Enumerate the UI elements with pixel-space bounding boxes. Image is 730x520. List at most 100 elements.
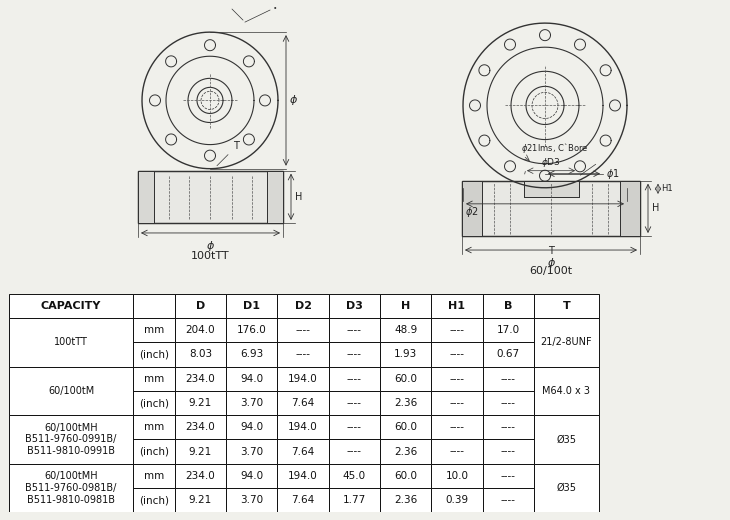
Text: Ø35: Ø35	[556, 483, 576, 493]
Bar	[134, 294, 174, 318]
Text: (inch): (inch)	[139, 398, 169, 408]
Text: 234.0: 234.0	[185, 422, 215, 432]
Bar	[328, 488, 380, 512]
Text: D2: D2	[294, 301, 312, 311]
Text: ----: ----	[501, 398, 515, 408]
Text: 234.0: 234.0	[185, 471, 215, 481]
Bar	[462, 181, 640, 236]
Text: $\phi$: $\phi$	[206, 239, 215, 253]
Bar	[380, 488, 431, 512]
Text: 60/100tM: 60/100tM	[48, 386, 94, 396]
Text: ----: ----	[450, 447, 464, 457]
Bar	[226, 391, 277, 415]
Bar	[174, 342, 226, 367]
Bar	[431, 391, 483, 415]
Bar	[483, 391, 534, 415]
Text: 100tTT: 100tTT	[54, 337, 88, 347]
Text: D: D	[196, 301, 205, 311]
Bar	[134, 415, 174, 439]
Text: 234.0: 234.0	[185, 374, 215, 384]
Bar	[174, 488, 226, 512]
Bar	[226, 415, 277, 439]
Bar	[483, 439, 534, 464]
Bar	[226, 464, 277, 488]
Text: $\phi$2: $\phi$2	[465, 205, 479, 219]
Bar	[534, 464, 599, 512]
Text: 60/100t: 60/100t	[529, 266, 572, 276]
Text: 7.64: 7.64	[291, 447, 315, 457]
Bar	[328, 342, 380, 367]
Bar	[431, 342, 483, 367]
Bar	[226, 488, 277, 512]
Text: H: H	[652, 203, 659, 213]
Bar	[483, 464, 534, 488]
Text: $\phi$: $\phi$	[547, 256, 556, 270]
Text: D3: D3	[346, 301, 363, 311]
Text: mm: mm	[144, 471, 164, 481]
Bar	[134, 367, 174, 391]
Text: mm: mm	[144, 374, 164, 384]
Text: 60.0: 60.0	[394, 471, 417, 481]
Text: 8.03: 8.03	[189, 349, 212, 359]
Bar	[380, 367, 431, 391]
Bar	[483, 415, 534, 439]
Text: ----: ----	[501, 447, 515, 457]
Text: ----: ----	[450, 398, 464, 408]
Bar	[380, 415, 431, 439]
Text: ----: ----	[296, 349, 310, 359]
Text: H: H	[401, 301, 410, 311]
Text: 3.70: 3.70	[240, 398, 264, 408]
Text: ----: ----	[450, 349, 464, 359]
Text: $\phi$D3: $\phi$D3	[541, 155, 561, 168]
Text: $\bullet$: $\bullet$	[272, 4, 277, 10]
Text: $\phi$: $\phi$	[289, 94, 298, 108]
Text: 176.0: 176.0	[237, 325, 266, 335]
Bar	[134, 342, 174, 367]
Text: H1: H1	[448, 301, 466, 311]
Text: (inch): (inch)	[139, 349, 169, 359]
Bar	[277, 391, 328, 415]
Text: ----: ----	[501, 422, 515, 432]
Text: 60/100tMH
B511-9760-0991B/
B511-9810-0991B: 60/100tMH B511-9760-0991B/ B511-9810-099…	[26, 423, 117, 456]
Bar	[462, 181, 482, 236]
Bar	[524, 181, 579, 197]
Bar	[328, 294, 380, 318]
Text: H1: H1	[661, 184, 672, 193]
Bar	[226, 439, 277, 464]
Text: 21/2-8UNF: 21/2-8UNF	[540, 337, 592, 347]
Text: B: B	[504, 301, 512, 311]
Bar	[328, 439, 380, 464]
Bar	[524, 181, 579, 197]
Bar	[9, 464, 134, 512]
Bar	[174, 464, 226, 488]
Text: ----: ----	[347, 447, 362, 457]
Bar	[380, 464, 431, 488]
Text: 2.36: 2.36	[394, 447, 418, 457]
Bar	[174, 318, 226, 342]
Text: 60.0: 60.0	[394, 374, 417, 384]
Bar	[462, 181, 482, 236]
Text: 100tTT: 100tTT	[191, 251, 230, 261]
Text: (inch): (inch)	[139, 447, 169, 457]
Text: ----: ----	[501, 374, 515, 384]
Text: ----: ----	[347, 374, 362, 384]
Text: ----: ----	[347, 325, 362, 335]
Text: 45.0: 45.0	[343, 471, 366, 481]
Text: $\phi$1: $\phi$1	[606, 167, 620, 181]
Text: (inch): (inch)	[139, 495, 169, 505]
Bar	[226, 294, 277, 318]
Bar	[138, 171, 154, 223]
Bar	[277, 342, 328, 367]
Bar	[380, 318, 431, 342]
Bar	[277, 464, 328, 488]
Bar	[620, 181, 640, 236]
Text: ----: ----	[450, 325, 464, 335]
Bar	[534, 367, 599, 415]
Text: 194.0: 194.0	[288, 422, 318, 432]
Bar	[134, 318, 174, 342]
Text: ----: ----	[347, 398, 362, 408]
Bar	[138, 171, 283, 223]
Bar	[534, 415, 599, 464]
Text: 194.0: 194.0	[288, 471, 318, 481]
Bar	[277, 488, 328, 512]
